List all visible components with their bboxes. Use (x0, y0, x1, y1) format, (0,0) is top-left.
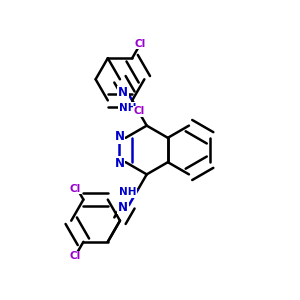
Text: Cl: Cl (135, 38, 146, 49)
Text: Cl: Cl (70, 251, 81, 262)
Text: Cl: Cl (134, 106, 145, 116)
Text: N: N (118, 200, 128, 214)
Text: N: N (115, 130, 125, 143)
Text: NH: NH (119, 103, 136, 113)
Text: NH: NH (119, 187, 136, 197)
Text: N: N (115, 157, 125, 170)
Text: Cl: Cl (70, 184, 81, 194)
Text: N: N (118, 86, 128, 100)
